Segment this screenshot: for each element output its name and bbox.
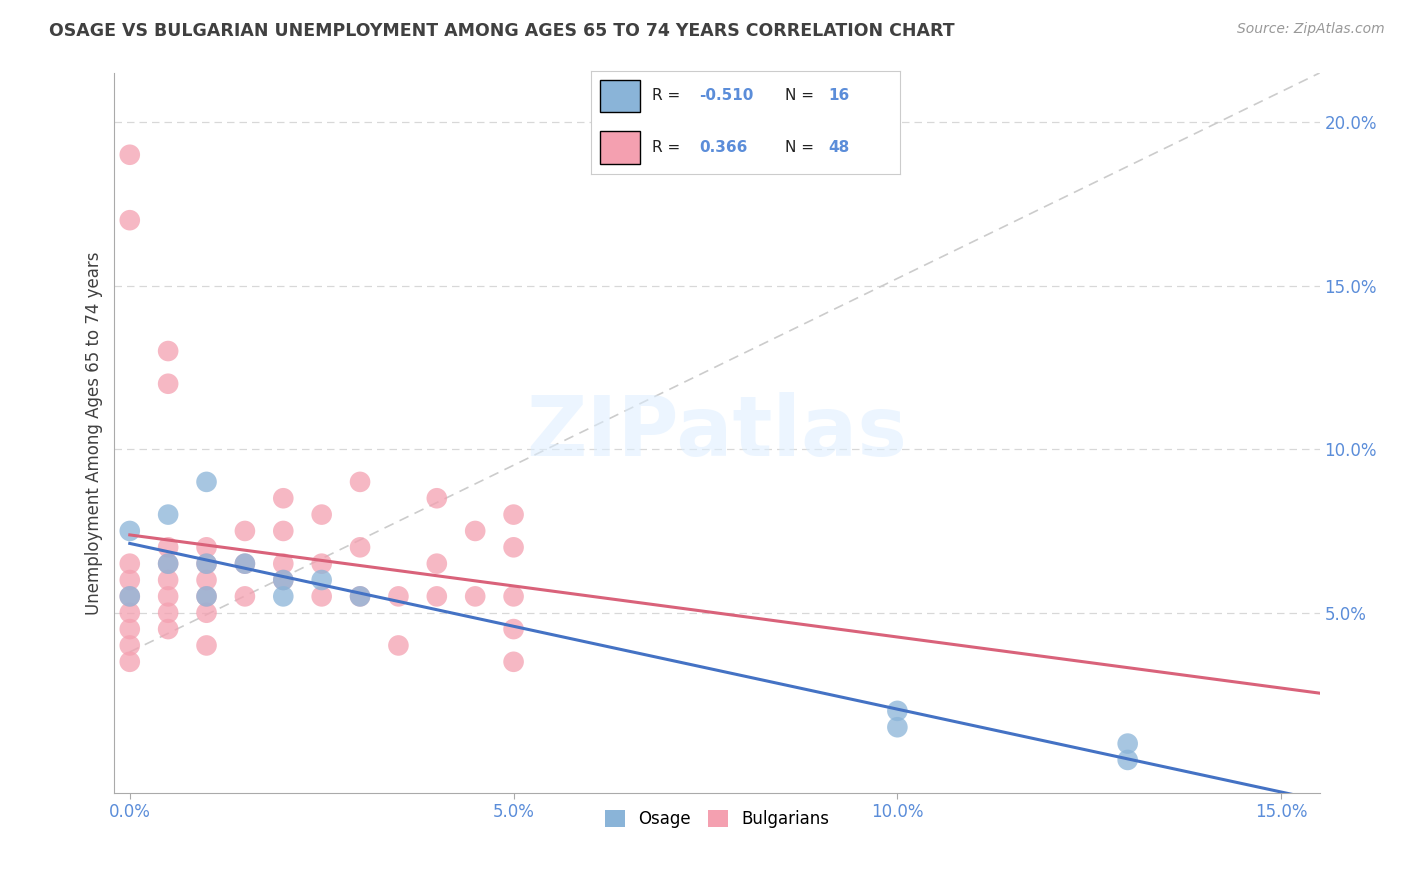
Point	[502, 622, 524, 636]
Point	[195, 573, 218, 587]
Point	[502, 590, 524, 604]
Point	[271, 524, 294, 538]
Point	[195, 639, 218, 653]
Text: ZIPatlas: ZIPatlas	[526, 392, 907, 474]
Point	[118, 639, 141, 653]
Point	[157, 344, 180, 359]
Point	[311, 590, 333, 604]
Point	[233, 524, 256, 538]
Point	[349, 475, 371, 489]
Text: OSAGE VS BULGARIAN UNEMPLOYMENT AMONG AGES 65 TO 74 YEARS CORRELATION CHART: OSAGE VS BULGARIAN UNEMPLOYMENT AMONG AG…	[49, 22, 955, 40]
Text: R =: R =	[652, 140, 681, 155]
Point	[349, 590, 371, 604]
Point	[271, 573, 294, 587]
Point	[502, 655, 524, 669]
Point	[387, 639, 409, 653]
Point	[118, 622, 141, 636]
Text: 0.366: 0.366	[699, 140, 747, 155]
Point	[233, 590, 256, 604]
Point	[464, 590, 486, 604]
Text: N =: N =	[786, 88, 814, 103]
Point	[157, 541, 180, 555]
Point	[195, 606, 218, 620]
Point	[118, 524, 141, 538]
Point	[118, 590, 141, 604]
Point	[157, 508, 180, 522]
Point	[118, 655, 141, 669]
Point	[195, 557, 218, 571]
Point	[118, 213, 141, 227]
Point	[195, 590, 218, 604]
Point	[157, 557, 180, 571]
Point	[271, 590, 294, 604]
Point	[157, 590, 180, 604]
Text: N =: N =	[786, 140, 814, 155]
Text: 48: 48	[828, 140, 851, 155]
Legend: Osage, Bulgarians: Osage, Bulgarians	[599, 803, 835, 835]
Point	[271, 573, 294, 587]
Point	[311, 573, 333, 587]
Point	[464, 524, 486, 538]
Point	[311, 557, 333, 571]
Point	[118, 573, 141, 587]
Point	[233, 557, 256, 571]
FancyBboxPatch shape	[600, 79, 640, 112]
Point	[233, 557, 256, 571]
Y-axis label: Unemployment Among Ages 65 to 74 years: Unemployment Among Ages 65 to 74 years	[86, 251, 103, 615]
Point	[157, 557, 180, 571]
Point	[1116, 737, 1139, 751]
Point	[118, 557, 141, 571]
Point	[349, 590, 371, 604]
Point	[157, 606, 180, 620]
Point	[426, 590, 449, 604]
Text: Source: ZipAtlas.com: Source: ZipAtlas.com	[1237, 22, 1385, 37]
Point	[118, 590, 141, 604]
Point	[157, 376, 180, 391]
FancyBboxPatch shape	[600, 131, 640, 163]
Point	[195, 475, 218, 489]
Point	[502, 508, 524, 522]
Point	[426, 491, 449, 506]
Point	[886, 720, 908, 734]
Point	[195, 557, 218, 571]
Point	[426, 557, 449, 571]
Text: 16: 16	[828, 88, 851, 103]
Point	[157, 573, 180, 587]
Point	[157, 622, 180, 636]
Point	[118, 147, 141, 161]
Point	[195, 541, 218, 555]
Point	[886, 704, 908, 718]
Point	[271, 557, 294, 571]
Point	[387, 590, 409, 604]
Point	[195, 590, 218, 604]
Point	[311, 508, 333, 522]
Text: R =: R =	[652, 88, 681, 103]
Point	[118, 606, 141, 620]
Point	[1116, 753, 1139, 767]
Text: -0.510: -0.510	[699, 88, 754, 103]
Point	[502, 541, 524, 555]
Point	[271, 491, 294, 506]
Point	[349, 541, 371, 555]
